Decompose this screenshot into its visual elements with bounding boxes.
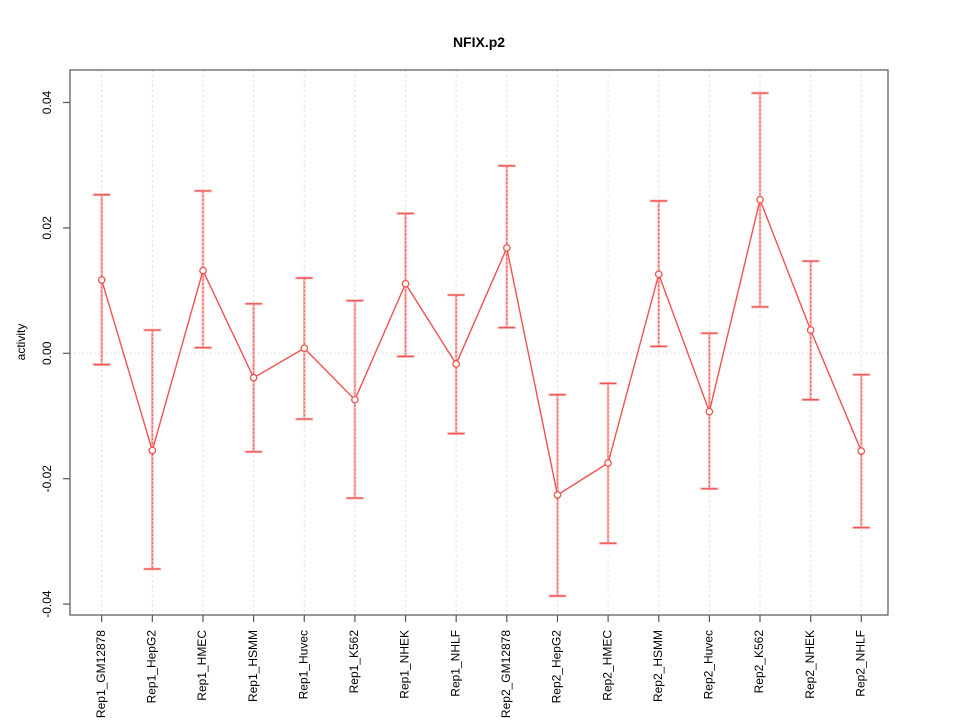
data-layer	[92, 91, 871, 598]
x-tick-label-11: Rep2_HSMM	[651, 630, 665, 702]
x-tick-label-0: Rep1_GM12878	[94, 630, 108, 718]
data-point-Rep1_NHEK	[401, 279, 410, 288]
x-tick-label-4: Rep1_Huvec	[296, 630, 310, 699]
data-point-Rep1_K562	[351, 395, 359, 404]
data-point-Rep1_HMEC	[199, 266, 207, 275]
x-tick-label-15: Rep2_NHLF	[853, 630, 867, 697]
data-point-Rep2_NHLF	[857, 447, 866, 455]
grid-layer	[70, 70, 888, 615]
x-tick-label-10: Rep2_HMEC	[600, 630, 614, 701]
data-point-Rep1_NHLF	[452, 360, 461, 368]
y-tick-label-3: 0.02	[40, 216, 54, 240]
data-point-Rep2_Huvec	[705, 407, 714, 416]
x-tick-label-7: Rep1_NHLF	[448, 630, 462, 697]
tick-layer	[63, 101, 862, 622]
x-tick-label-9: Rep2_HepG2	[550, 630, 564, 704]
data-point-Rep2_K562	[756, 195, 764, 204]
x-tick-label-2: Rep1_HMEC	[195, 630, 209, 701]
data-point-Rep2_HepG2	[553, 491, 562, 499]
x-tick-label-1: Rep1_HepG2	[145, 630, 159, 704]
x-tick-label-13: Rep2_K562	[752, 630, 766, 694]
x-tick-label-8: Rep2_GM12878	[499, 630, 513, 718]
data-point-Rep1_GM12878	[97, 276, 106, 284]
x-tick-label-14: Rep2_NHEK	[803, 630, 817, 699]
data-point-Rep1_HepG2	[148, 446, 157, 455]
data-point-Rep2_NHEK	[806, 326, 815, 334]
x-tick-label-12: Rep2_Huvec	[702, 630, 716, 699]
data-point-Rep1_HSMM	[249, 373, 258, 382]
x-tick-label-6: Rep1_NHEK	[398, 630, 412, 699]
plot-frame	[69, 69, 889, 616]
x-tick-label-5: Rep1_K562	[347, 630, 361, 694]
y-tick-label-2: 0.00	[40, 341, 54, 365]
y-tick-label-1: -0.02	[40, 465, 54, 493]
series-line-activity	[101, 197, 862, 497]
data-point-Rep2_HSMM	[654, 270, 663, 279]
y-axis-title: activity	[14, 324, 28, 361]
y-tick-label-0: -0.04	[40, 590, 54, 618]
chart-title: NFIX.p2	[453, 34, 505, 50]
data-point-Rep2_HMEC	[604, 459, 612, 467]
y-tick-label-4: 0.04	[40, 90, 54, 114]
x-tick-label-3: Rep1_HSMM	[246, 630, 260, 702]
data-point-Rep2_GM12878	[502, 244, 511, 252]
data-point-Rep1_Huvec	[300, 344, 309, 353]
label-layer: Rep1_GM12878 Rep1_HepG2 Rep1_HMEC Rep1_HSMM…	[40, 90, 867, 718]
